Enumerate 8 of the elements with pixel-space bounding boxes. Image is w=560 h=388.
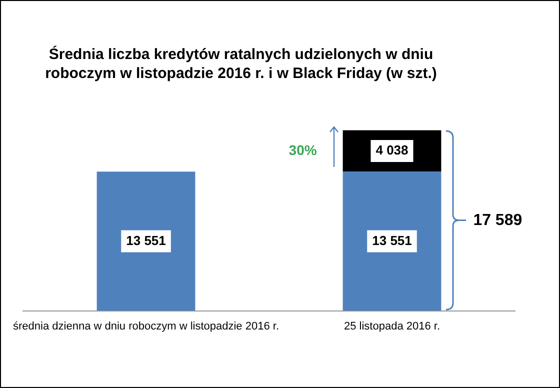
annotation: 30%: [288, 142, 317, 158]
data-label: 4 038: [376, 142, 408, 158]
x-tick-label: średnia dzienna w dniu roboczym w listopadzie 2016 r.: [13, 320, 279, 332]
data-label: 13 551: [126, 232, 166, 248]
chart-title: Średnia liczba kredytów ratalnych udzielonych w dniu roboczym w listopadzie 2016 r. i w Black Friday (w szt.): [44, 45, 438, 83]
total-label: 17 589: [473, 210, 522, 230]
data-label: 13 551: [372, 232, 412, 248]
x-tick-label: 25 listopada 2016 r.: [344, 320, 440, 332]
